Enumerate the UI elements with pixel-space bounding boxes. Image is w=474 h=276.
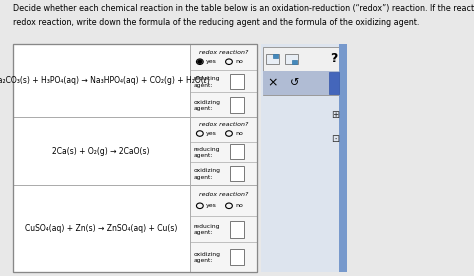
- Text: agent:: agent:: [194, 258, 213, 263]
- Text: redox reaction?: redox reaction?: [199, 192, 248, 197]
- Text: ⊡: ⊡: [331, 134, 339, 144]
- Text: redox reaction?: redox reaction?: [199, 50, 248, 55]
- Text: agent:: agent:: [194, 174, 213, 179]
- FancyBboxPatch shape: [230, 249, 244, 265]
- FancyBboxPatch shape: [230, 166, 244, 181]
- Text: ?: ?: [330, 52, 337, 65]
- Text: yes: yes: [206, 131, 217, 136]
- Text: redox reaction?: redox reaction?: [199, 122, 248, 127]
- FancyBboxPatch shape: [230, 97, 244, 113]
- FancyBboxPatch shape: [190, 44, 257, 272]
- Text: ↺: ↺: [290, 78, 300, 88]
- Text: 2Ca(s) + O₂(g) → 2CaO(s): 2Ca(s) + O₂(g) → 2CaO(s): [52, 147, 150, 156]
- Text: yes: yes: [206, 59, 217, 64]
- FancyBboxPatch shape: [292, 60, 297, 64]
- Circle shape: [198, 60, 202, 64]
- FancyBboxPatch shape: [12, 44, 257, 272]
- Text: oxidizing: oxidizing: [194, 252, 221, 257]
- Text: ⊞: ⊞: [331, 110, 339, 120]
- FancyBboxPatch shape: [266, 54, 279, 64]
- Text: Na₂CO₃(s) + H₃PO₄(aq) → Na₃HPO₄(aq) + CO₂(g) + H₂O(ℓ): Na₂CO₃(s) + H₃PO₄(aq) → Na₃HPO₄(aq) + CO…: [0, 76, 210, 85]
- Text: CuSO₄(aq) + Zn(s) → ZnSO₄(aq) + Cu(s): CuSO₄(aq) + Zn(s) → ZnSO₄(aq) + Cu(s): [25, 224, 177, 233]
- Text: ×: ×: [267, 77, 278, 90]
- FancyBboxPatch shape: [261, 44, 347, 272]
- Text: oxidizing: oxidizing: [194, 100, 221, 105]
- FancyBboxPatch shape: [230, 74, 244, 89]
- Text: no: no: [235, 203, 243, 208]
- Text: reducing: reducing: [194, 147, 220, 152]
- Text: reducing: reducing: [194, 224, 220, 229]
- FancyBboxPatch shape: [285, 54, 298, 64]
- Text: agent:: agent:: [194, 106, 213, 111]
- Text: Decide whether each chemical reaction in the table below is an oxidation-reducti: Decide whether each chemical reaction in…: [12, 4, 474, 13]
- FancyBboxPatch shape: [230, 221, 244, 238]
- FancyBboxPatch shape: [273, 54, 278, 59]
- Text: yes: yes: [206, 203, 217, 208]
- Text: reducing: reducing: [194, 76, 220, 81]
- Text: agent:: agent:: [194, 230, 213, 235]
- Text: oxidizing: oxidizing: [194, 168, 221, 173]
- FancyBboxPatch shape: [230, 144, 244, 159]
- Text: no: no: [235, 131, 243, 136]
- FancyBboxPatch shape: [263, 71, 340, 95]
- FancyBboxPatch shape: [328, 73, 339, 94]
- Text: no: no: [235, 59, 243, 64]
- Text: agent:: agent:: [194, 83, 213, 87]
- FancyBboxPatch shape: [263, 47, 340, 95]
- Text: agent:: agent:: [194, 153, 213, 158]
- FancyBboxPatch shape: [339, 44, 347, 272]
- Text: redox reaction, write down the formula of the reducing agent and the formula of : redox reaction, write down the formula o…: [12, 18, 419, 27]
